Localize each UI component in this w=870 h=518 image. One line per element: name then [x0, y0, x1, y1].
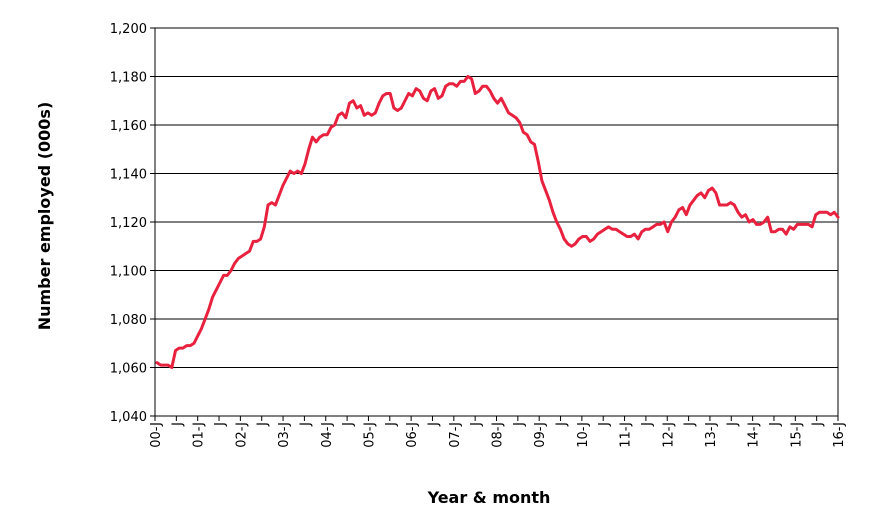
y-tick-label: 1,040 [110, 410, 147, 425]
y-tick-label: 1,080 [110, 313, 147, 328]
x-tick-label: J [768, 422, 783, 427]
x-tick-label: 05-J [362, 422, 377, 448]
x-tick-label: 16-J [832, 422, 847, 448]
y-tick-label: 1,100 [110, 265, 147, 280]
x-tick-label: 00-J [149, 422, 164, 448]
x-tick-label: 01-J [192, 422, 207, 448]
x-tick-label: J [683, 422, 698, 427]
x-tick-label: J [256, 422, 271, 427]
x-tick-label: 15-J [789, 422, 804, 448]
x-tick-label: J [811, 422, 826, 427]
y-axis-title: Number employed (000s) [35, 102, 54, 331]
x-tick-label: 03-J [277, 422, 292, 448]
x-tick-label: 10-J [576, 422, 591, 448]
x-axis-title: Year & month [427, 488, 551, 507]
y-tick-label: 1,120 [110, 216, 147, 231]
x-tick-label: 08-J [491, 422, 506, 448]
x-tick-label: J [469, 422, 484, 427]
employment-series-line [155, 75, 840, 369]
x-tick-label: 02-J [234, 422, 249, 448]
x-tick-label: 06-J [405, 422, 420, 448]
y-tick-label: 1,200 [110, 22, 147, 37]
x-tick-label: J [555, 422, 570, 427]
x-tick-label: J [640, 422, 655, 427]
x-tick-label: 04-J [320, 422, 335, 448]
x-tick-label: 14-J [747, 422, 762, 448]
x-tick-label: J [725, 422, 740, 427]
y-tick-label: 1,140 [110, 168, 147, 183]
x-tick-label: 11-J [619, 422, 634, 448]
x-tick-label: 09-J [533, 422, 548, 448]
x-tick-label: J [298, 422, 313, 427]
y-tick-label: 1,160 [110, 119, 147, 134]
x-tick-label: J [170, 422, 185, 427]
y-tick-label: 1,180 [110, 71, 147, 86]
x-tick-label: J [341, 422, 356, 427]
x-tick-label: J [597, 422, 612, 427]
y-axis-ticks: 1,040 1,060 1,080 1,100 1,120 1,140 1,160 1,180… [110, 22, 155, 425]
x-tick-label: J [512, 422, 527, 427]
x-axis-ticks: 00-J J 01-J J 02-J J 03-J J 04-J J 05-J J 06-J J 07-J J… [149, 416, 847, 448]
x-tick-label: 13-J [704, 422, 719, 448]
gridlines [155, 27, 838, 417]
x-tick-label: J [384, 422, 399, 427]
x-tick-label: J [213, 422, 228, 427]
x-tick-label: 12-J [661, 422, 676, 448]
x-tick-label: J [426, 422, 441, 427]
y-tick-label: 1,060 [110, 362, 147, 377]
x-tick-label: 07-J [448, 422, 463, 448]
